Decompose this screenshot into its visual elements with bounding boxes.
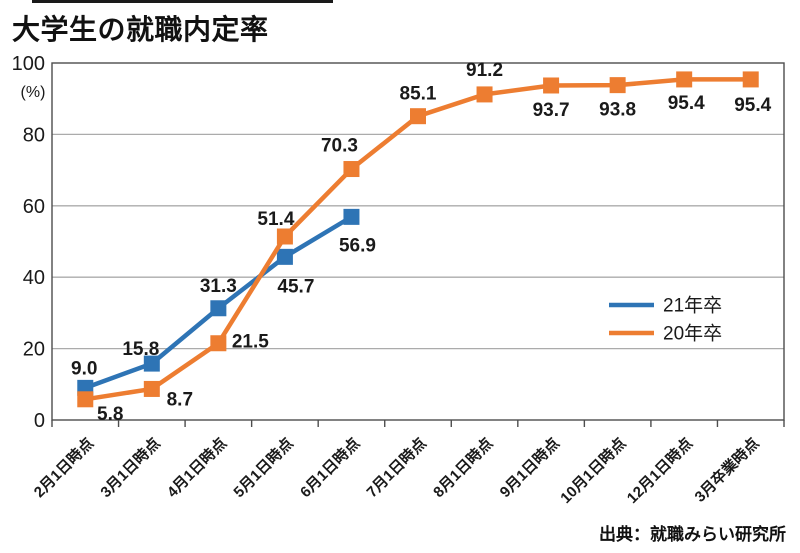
y-axis-unit-label: (%) [21, 84, 46, 101]
data-point-marker [77, 391, 94, 408]
data-point-label: 5.8 [97, 404, 123, 425]
y-axis-label: 80 [23, 124, 45, 146]
x-axis-label: 3月卒業時点 [691, 434, 763, 506]
x-axis-label: 4月1日時点 [163, 434, 230, 501]
data-point-marker [609, 77, 626, 94]
data-point-marker [742, 71, 759, 88]
data-point-label: 95.4 [734, 95, 771, 116]
x-axis-label: 5月1日時点 [230, 434, 297, 501]
data-point-label: 15.8 [122, 339, 159, 360]
data-point-label: 70.3 [321, 136, 358, 157]
series-20年卒-line [84, 77, 751, 402]
data-point-label: 56.9 [339, 235, 376, 256]
data-point-label: 85.1 [400, 84, 437, 105]
data-point-marker [143, 380, 160, 397]
data-point-marker [343, 208, 360, 225]
data-point-marker [210, 335, 227, 352]
data-point-marker [476, 86, 493, 103]
data-point-marker [276, 228, 293, 245]
x-axis-label: 8月1日時点 [429, 434, 496, 501]
data-point-marker [410, 108, 426, 125]
data-point-label: 8.7 [167, 389, 193, 410]
legend-label: 21年卒 [663, 295, 722, 317]
x-axis-label: 9月1日時点 [496, 434, 563, 501]
plot-border [51, 62, 785, 421]
y-axis-label: 20 [23, 339, 45, 361]
source-credit: 出典：就職みらい研究所 [599, 525, 786, 544]
chart-title: 大学生の就職内定率 [12, 14, 269, 45]
x-axis-label: 7月1日時点 [363, 434, 430, 501]
data-point-marker [343, 161, 360, 178]
data-point-marker [543, 77, 560, 94]
x-axis-label: 3月1日時点 [97, 434, 164, 501]
x-axis-label: 2月1日時点 [30, 434, 97, 501]
data-point-label: 93.7 [533, 100, 570, 121]
data-point-label: 31.3 [200, 276, 237, 297]
data-point-marker [676, 71, 693, 88]
top-edge-bar [32, 0, 333, 3]
legend-label: 20年卒 [663, 323, 722, 345]
y-axis-label: 100 [12, 53, 45, 75]
data-point-marker [276, 248, 293, 265]
data-point-marker [143, 355, 160, 372]
data-point-marker [210, 300, 227, 317]
y-axis-label: 40 [23, 267, 45, 289]
y-axis-label: 0 [34, 410, 45, 432]
x-axis-label: 12月1日時点 [623, 434, 696, 507]
data-point-label: 91.2 [466, 60, 503, 81]
y-axis-label: 60 [23, 196, 45, 218]
data-point-label: 95.4 [668, 93, 705, 114]
data-point-label: 21.5 [232, 332, 269, 353]
data-point-label: 51.4 [257, 209, 294, 230]
data-point-label: 45.7 [277, 276, 314, 297]
x-axis-label: 10月1日時点 [557, 434, 630, 507]
x-axis-label: 6月1日時点 [296, 434, 363, 501]
data-point-label: 9.0 [71, 358, 97, 379]
data-point-label: 93.8 [599, 100, 636, 121]
